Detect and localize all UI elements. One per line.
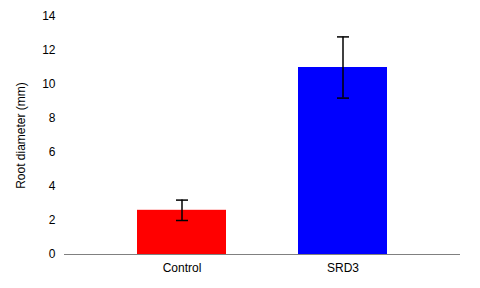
svg-text:6: 6 [49, 145, 56, 159]
svg-text:SRD3: SRD3 [327, 261, 359, 275]
svg-text:8: 8 [49, 111, 56, 125]
svg-text:14: 14 [42, 9, 56, 23]
svg-text:12: 12 [42, 43, 56, 57]
svg-text:Root diameter (mm): Root diameter (mm) [14, 82, 28, 189]
svg-text:0: 0 [49, 247, 56, 261]
svg-text:Control: Control [163, 261, 202, 275]
svg-text:4: 4 [49, 179, 56, 193]
svg-text:10: 10 [42, 77, 56, 91]
svg-text:2: 2 [49, 213, 56, 227]
